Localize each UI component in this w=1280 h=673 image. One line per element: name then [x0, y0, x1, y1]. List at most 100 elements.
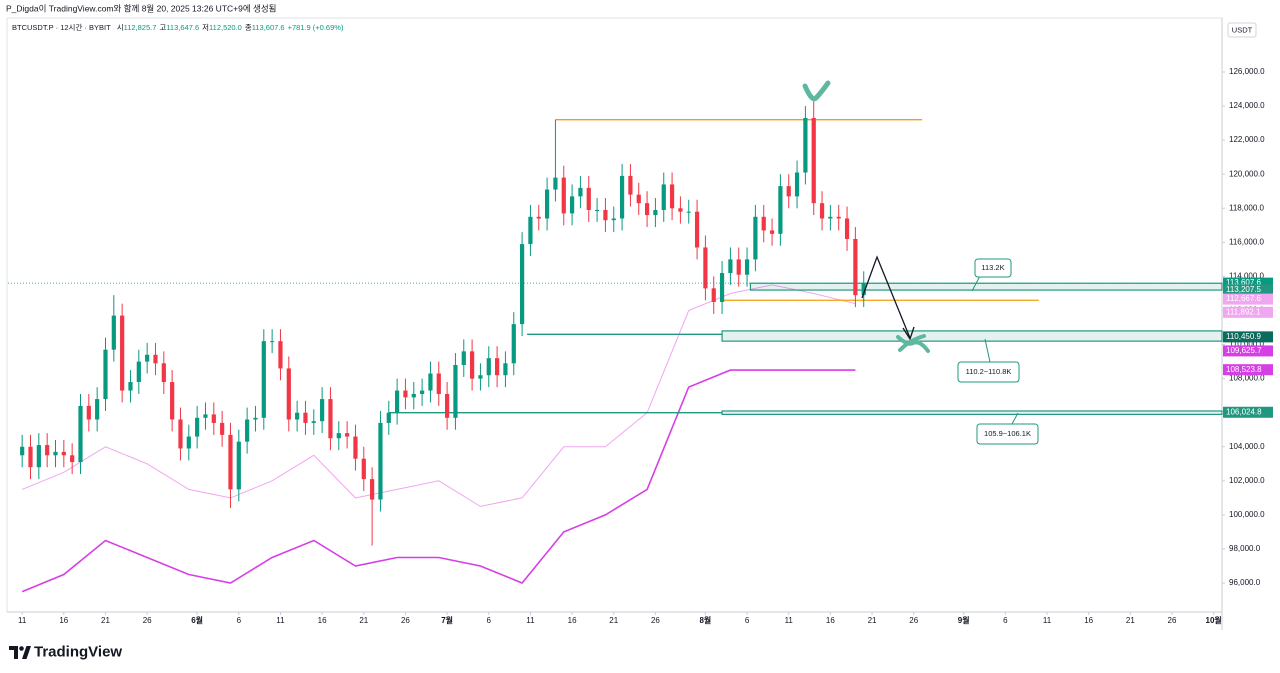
x-tick-label: 10월 [1206, 615, 1222, 625]
legend-field-value: 112,520.0 [209, 23, 242, 32]
legend-field-label: 고 [159, 23, 166, 32]
candle-body [536, 216, 541, 219]
y-tick-label: 116,000.0 [1229, 237, 1265, 246]
candle-body [661, 184, 666, 210]
candle-body [45, 445, 50, 456]
callout-pointer [1011, 412, 1019, 425]
callout-pointer [971, 275, 981, 292]
y-tick-label: 108,000.0 [1229, 374, 1265, 383]
price-label: 113,207.5 [1226, 285, 1262, 294]
x-tick-label: 21 [101, 616, 110, 625]
candle-body [694, 211, 700, 248]
candle-body [336, 433, 341, 439]
callout-pointer [984, 338, 991, 363]
candle-body [786, 186, 791, 197]
x-tick-label: 9월 [958, 615, 970, 625]
x-tick-label: 7월 [441, 615, 453, 625]
x-tick-label: 26 [909, 616, 918, 625]
legend-field-label: 시 [117, 23, 124, 32]
candle-body [378, 422, 383, 500]
candle-body [311, 421, 316, 423]
price-zone [749, 282, 1223, 291]
candle-body [819, 203, 825, 219]
y-tick-label: 120,000.0 [1229, 169, 1265, 178]
candle-body [328, 399, 333, 439]
candle-body [494, 358, 500, 376]
candle-body [370, 479, 375, 500]
candle-body [794, 172, 800, 197]
x-tick-label: 11 [526, 616, 535, 625]
x-tick-label: 26 [143, 616, 152, 625]
candle-body [220, 422, 225, 435]
candle-body [170, 382, 175, 420]
callout-box [957, 361, 1020, 383]
candle-body [403, 390, 408, 398]
candle-body [136, 361, 141, 383]
plot [8, 99, 1223, 593]
candle-body [511, 324, 516, 364]
callout-box [976, 423, 1039, 445]
symbol: BTCUSDT.P · 12시간 · BYBIT [12, 22, 111, 32]
candle-body [445, 393, 450, 418]
currency[interactable]: USDT [1232, 25, 1253, 34]
candle-body [619, 175, 625, 219]
x-tick-label: 21 [359, 616, 368, 625]
candle-body [753, 216, 758, 260]
candle-body [353, 436, 358, 459]
candle-body [603, 209, 608, 221]
candle-body [236, 441, 241, 490]
price-label: 112,667.6 [1226, 294, 1262, 303]
candle-body [528, 216, 533, 245]
candle-body [703, 247, 708, 289]
candle-body [345, 433, 350, 437]
candle-body [420, 390, 425, 394]
candle-body [561, 177, 566, 214]
candle-body [86, 405, 91, 420]
x-tick-label: 16 [1084, 616, 1093, 625]
price-label-box [1223, 293, 1273, 305]
candle-body [95, 399, 100, 420]
candle-body [744, 259, 750, 275]
candle-body [519, 244, 525, 325]
legend-change: +781.9 (+0.69%) [288, 23, 344, 32]
candle-body [486, 358, 491, 376]
candle-body [228, 434, 233, 490]
y-tick-label: 100,000.0 [1229, 510, 1265, 519]
candle-body [211, 414, 216, 423]
x-tick-label: 6 [1003, 616, 1008, 625]
y-tick-label: 110,000.0 [1229, 340, 1265, 349]
callout-label: 110.2~110.8K [966, 367, 1012, 376]
candle-body [836, 216, 841, 219]
y-tick-label: 118,000.0 [1229, 203, 1265, 212]
candle-body [20, 446, 25, 456]
candle-body [111, 315, 116, 350]
y-tick-label: 114,000.0 [1229, 272, 1265, 281]
candle-body [761, 216, 766, 231]
candle-body [478, 375, 483, 379]
candle-body [186, 436, 191, 449]
candle-body [628, 175, 633, 195]
callout-label: 105.9~106.1K [984, 429, 1031, 438]
y-tick-label: 124,000.0 [1229, 101, 1265, 110]
x-tick-label: 26 [1168, 616, 1177, 625]
x-tick-label: 21 [1126, 616, 1135, 625]
currency-box[interactable] [1227, 22, 1257, 38]
candle-body [503, 363, 508, 376]
band-line [22, 284, 856, 507]
price-label-box [1223, 364, 1273, 376]
candle-body [245, 419, 250, 442]
candle-body [736, 259, 741, 275]
y-tick-label: 102,000.0 [1229, 476, 1265, 485]
candle-body [611, 218, 616, 221]
candle-body [461, 351, 466, 365]
price-label: 111,892.1 [1226, 307, 1261, 316]
candle-body [728, 259, 733, 274]
candle-body [36, 445, 41, 468]
price-label-box [1223, 306, 1273, 318]
candle-body [128, 382, 133, 391]
candle-body [470, 351, 475, 379]
candle-body [286, 368, 291, 420]
candle-body [61, 451, 66, 456]
price-label: 108,523.8 [1226, 365, 1262, 374]
x-tick-label: 11 [785, 616, 794, 625]
